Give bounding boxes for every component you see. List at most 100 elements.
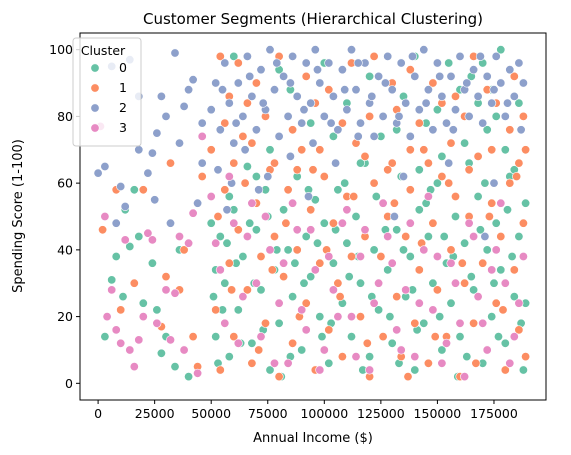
plot-frame: [79, 32, 547, 401]
data-point-cluster-2: [308, 138, 318, 148]
x-tick-label: 25000: [135, 406, 175, 421]
data-point-cluster-1: [247, 138, 257, 148]
data-point-cluster-0: [385, 312, 395, 322]
data-point-cluster-0: [346, 332, 356, 342]
data-point-cluster-2: [489, 85, 499, 95]
data-point-cluster-2: [150, 195, 160, 205]
data-point-cluster-3: [432, 252, 442, 262]
data-point-cluster-3: [288, 198, 298, 208]
data-point-cluster-2: [306, 98, 316, 108]
data-point-cluster-0: [274, 318, 284, 328]
data-point-cluster-0: [238, 252, 248, 262]
data-point-cluster-2: [272, 58, 282, 68]
data-point-cluster-2: [353, 131, 363, 141]
data-point-cluster-0: [328, 131, 338, 141]
data-point-cluster-1: [333, 278, 343, 288]
data-point-cluster-3: [129, 362, 139, 372]
data-point-cluster-2: [116, 182, 126, 192]
data-point-cluster-0: [251, 225, 261, 235]
legend-label-cluster-1: 1: [119, 80, 127, 95]
data-point-cluster-0: [152, 305, 162, 315]
data-point-cluster-0: [437, 345, 447, 355]
data-point-cluster-0: [469, 285, 479, 295]
y-tick-label: 40: [57, 242, 73, 257]
data-point-cluster-1: [521, 145, 531, 155]
data-point-cluster-1: [227, 285, 237, 295]
data-point-cluster-1: [403, 372, 413, 382]
data-point-cluster-3: [500, 278, 510, 288]
data-point-cluster-1: [498, 305, 508, 315]
data-point-cluster-0: [473, 192, 483, 202]
data-point-cluster-1: [346, 252, 356, 262]
data-point-cluster-3: [233, 338, 243, 348]
data-point-cluster-0: [340, 178, 350, 188]
data-point-cluster-1: [387, 158, 397, 168]
data-point-cluster-1: [274, 372, 284, 382]
data-point-cluster-3: [387, 258, 397, 268]
data-point-cluster-2: [152, 128, 162, 138]
data-point-cluster-3: [414, 298, 424, 308]
data-point-cluster-2: [263, 172, 273, 182]
data-point-cluster-1: [179, 245, 189, 255]
data-point-cluster-3: [328, 285, 338, 295]
data-point-cluster-0: [444, 58, 454, 68]
data-point-cluster-0: [487, 312, 497, 322]
data-point-cluster-1: [335, 292, 345, 302]
data-point-cluster-1: [484, 212, 494, 222]
data-point-cluster-1: [161, 272, 171, 282]
data-point-cluster-2: [215, 125, 225, 135]
data-point-cluster-0: [297, 345, 307, 355]
data-point-cluster-0: [414, 165, 424, 175]
data-point-cluster-2: [197, 158, 207, 168]
data-point-cluster-3: [383, 232, 393, 242]
data-point-cluster-1: [292, 245, 302, 255]
data-point-cluster-1: [129, 278, 139, 288]
data-point-cluster-3: [184, 238, 194, 248]
data-point-cluster-1: [378, 332, 388, 342]
data-point-cluster-3: [464, 218, 474, 228]
x-axis-label: Annual Income ($): [253, 431, 373, 446]
data-point-cluster-2: [229, 138, 239, 148]
data-point-cluster-3: [514, 298, 524, 308]
data-point-cluster-2: [319, 111, 329, 121]
data-point-cluster-1: [337, 118, 347, 128]
data-point-cluster-2: [394, 111, 404, 121]
data-point-cluster-2: [256, 65, 266, 75]
data-point-cluster-2: [462, 78, 472, 88]
data-point-cluster-1: [229, 158, 239, 168]
data-point-cluster-2: [283, 111, 293, 121]
data-point-cluster-1: [283, 185, 293, 195]
data-point-cluster-0: [496, 45, 506, 55]
data-point-cluster-0: [355, 278, 365, 288]
data-point-cluster-2: [166, 218, 176, 228]
legend: Cluster 0 1 2 3: [72, 37, 142, 147]
data-point-cluster-0: [245, 218, 255, 228]
data-point-cluster-1: [242, 98, 252, 108]
data-point-cluster-1: [215, 51, 225, 61]
data-point-cluster-0: [224, 192, 234, 202]
data-point-cluster-2: [489, 178, 499, 188]
data-point-cluster-1: [98, 225, 108, 235]
data-point-cluster-1: [288, 125, 298, 135]
data-point-cluster-0: [251, 172, 261, 182]
data-point-cluster-3: [175, 232, 185, 242]
data-point-cluster-3: [469, 232, 479, 242]
data-point-cluster-2: [410, 71, 420, 81]
data-point-cluster-3: [120, 235, 130, 245]
data-point-cluster-3: [170, 288, 180, 298]
data-point-cluster-1: [500, 365, 510, 375]
data-point-cluster-2: [374, 71, 384, 81]
data-point-cluster-1: [215, 365, 225, 375]
data-point-cluster-2: [387, 85, 397, 95]
data-point-cluster-0: [480, 178, 490, 188]
data-point-cluster-1: [288, 338, 298, 348]
data-point-cluster-3: [256, 332, 266, 342]
data-point-cluster-2: [222, 205, 232, 215]
data-point-cluster-1: [464, 165, 474, 175]
data-point-cluster-1: [414, 265, 424, 275]
data-point-cluster-0: [460, 138, 470, 148]
data-point-cluster-3: [509, 332, 519, 342]
data-point-cluster-1: [428, 218, 438, 228]
data-point-cluster-3: [333, 312, 343, 322]
data-point-cluster-1: [211, 305, 221, 315]
